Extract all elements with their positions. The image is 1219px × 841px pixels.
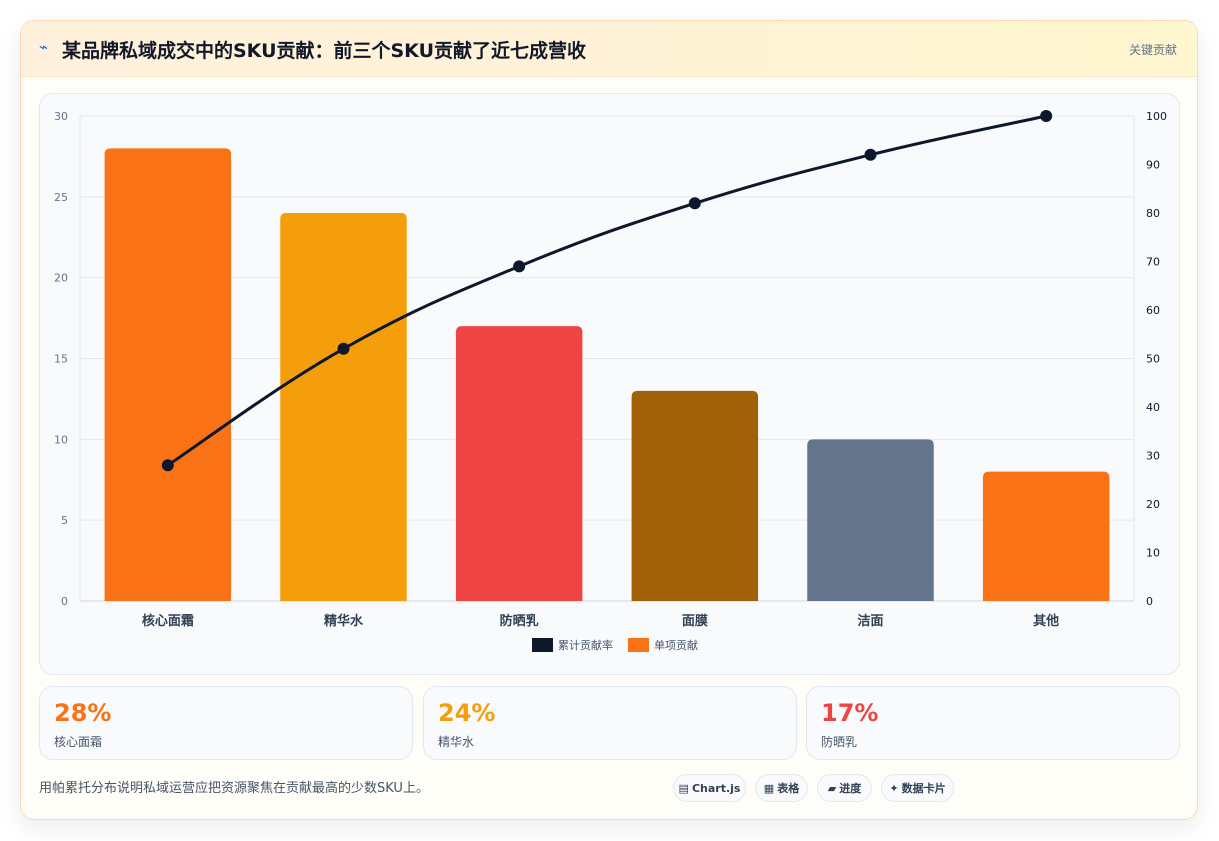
y-tick-label-left: 20 <box>54 272 68 285</box>
line-point <box>864 148 877 161</box>
legend-swatch <box>532 638 553 652</box>
bar <box>455 326 583 601</box>
bar <box>280 213 407 601</box>
y-tick-label-left: 25 <box>54 191 68 204</box>
chip-label: 数据卡片 <box>901 782 946 795</box>
chip-label: 进度 <box>839 782 862 795</box>
x-tick-label: 其他 <box>1033 613 1059 629</box>
y-tick-label-right: 80 <box>1146 207 1160 220</box>
y-tick-label-right: 10 <box>1146 547 1160 560</box>
y-tick-label-right: 0 <box>1146 595 1153 608</box>
table-icon: ▦ <box>763 781 775 795</box>
stat-value: 24% <box>438 699 496 727</box>
legend-label: 累计贡献率 <box>558 638 613 652</box>
bar <box>631 390 759 601</box>
legend-label: 单项贡献 <box>654 638 698 652</box>
stat-value: 17% <box>821 699 879 727</box>
y-tick-label-right: 40 <box>1146 401 1160 414</box>
grid-lines <box>79 115 1135 602</box>
cumulative-line <box>167 114 1047 467</box>
y-tick-label-left: 10 <box>54 433 68 446</box>
y-tick-label-right: 90 <box>1146 159 1160 172</box>
x-tick-label: 洁面 <box>857 613 883 629</box>
line-series <box>161 110 1053 472</box>
bar <box>982 471 1110 601</box>
y-tick-label-right: 30 <box>1146 450 1160 463</box>
y-tick-label-right: 100 <box>1146 110 1167 123</box>
legend-swatch <box>628 638 649 652</box>
y-tick-label-left: 30 <box>54 110 68 123</box>
y-tick-label-right: 20 <box>1146 498 1160 511</box>
chip-label: Chart.js <box>691 781 741 795</box>
y-tick-label-left: 0 <box>61 595 68 608</box>
x-tick-label: 精华水 <box>324 613 364 629</box>
stat-card-3: 17% 防晒乳 <box>806 686 1180 760</box>
sparkle-icon: ✦ <box>889 781 899 795</box>
chip-label: 表格 <box>777 782 800 795</box>
line-point <box>513 260 526 273</box>
stat-label: 防晒乳 <box>821 735 858 749</box>
x-axis: 核心面霜 精华水 防晒乳 面膜 洁面 其他 <box>142 613 1059 629</box>
lightning-icon: ⌁ <box>39 38 49 56</box>
card-header: ⌁ 某品牌私域成交中的SKU贡献：前三个SKU贡献了近七成营收 关键贡献 <box>21 21 1197 77</box>
progress-icon: ▰ <box>827 781 837 795</box>
stat-card-2: 24% 精华水 <box>423 686 797 760</box>
bar <box>807 439 934 601</box>
y-axis-right: 0 10 20 30 40 50 60 70 80 90 100 <box>1146 110 1167 608</box>
stat-label: 精华水 <box>438 735 475 749</box>
x-tick-label: 面膜 <box>682 613 708 629</box>
stat-value: 28% <box>54 699 112 727</box>
y-tick-label-right: 50 <box>1146 353 1160 366</box>
line-point <box>161 459 174 472</box>
x-tick-label: 防晒乳 <box>500 613 539 629</box>
chart-panel: 0 5 10 15 20 25 30 0 10 20 30 40 50 60 70 80 90 100 核心面霜… <box>39 93 1180 675</box>
stat-label: 核心面霜 <box>54 735 103 749</box>
y-tick-label-left: 15 <box>54 353 68 366</box>
footnote: 用帕累托分布说明私域运营应把资源聚焦在贡献最高的少数SKU上。 <box>39 781 429 796</box>
page-title: 某品牌私域成交中的SKU贡献：前三个SKU贡献了近七成营收 <box>62 40 587 62</box>
chart-card: ⌁ 某品牌私域成交中的SKU贡献：前三个SKU贡献了近七成营收 关键贡献 0 5 1… <box>20 20 1198 820</box>
chart-legend: 累计贡献率 单项贡献 <box>532 638 698 652</box>
y-tick-label-right: 70 <box>1146 256 1160 269</box>
chip-table[interactable]: ▦ 表格 <box>755 774 808 802</box>
chart-icon: ▤ <box>678 781 689 795</box>
line-point <box>337 342 350 355</box>
line-point <box>688 197 701 210</box>
header-tag: 关键贡献 <box>1128 43 1177 57</box>
bar <box>104 148 232 602</box>
line-point <box>1040 110 1053 122</box>
y-tick-label-right: 60 <box>1146 304 1160 317</box>
y-axis-left: 0 5 10 15 20 25 30 <box>54 110 68 608</box>
chip-progress[interactable]: ▰ 进度 <box>817 774 872 802</box>
y-tick-label-left: 5 <box>61 514 68 527</box>
pareto-chart: 0 5 10 15 20 25 30 0 10 20 30 40 50 60 70 80 90 100 核心面霜… <box>54 110 1167 652</box>
chip-chartjs[interactable]: ▤ Chart.js <box>673 774 746 802</box>
x-tick-label: 核心面霜 <box>142 613 194 629</box>
stat-card-1: 28% 核心面霜 <box>39 686 413 760</box>
chip-data-card[interactable]: ✦ 数据卡片 <box>881 774 954 802</box>
bar-series <box>104 148 1110 602</box>
